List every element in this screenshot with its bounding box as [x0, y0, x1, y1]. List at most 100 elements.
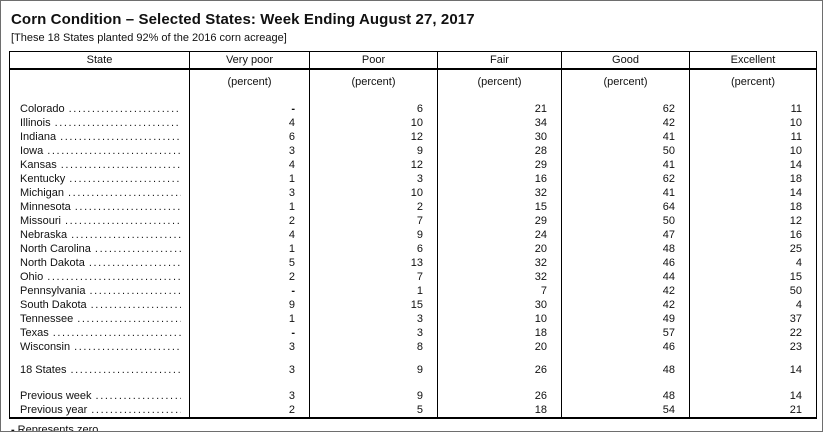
state-cell: [10, 354, 190, 363]
value-cell-fair: 18: [437, 326, 562, 340]
dot-leader: [89, 284, 181, 298]
footnote: - Represents zero.: [11, 424, 822, 432]
state-cell: North Dakota: [10, 256, 190, 270]
spacer-row: [10, 377, 817, 389]
value-cell-excellent: 14: [689, 186, 817, 200]
state-cell: Texas: [10, 326, 190, 340]
footnote-text: Represents zero.: [17, 424, 102, 432]
dot-leader: [53, 326, 181, 340]
value-cell-fair: 30: [437, 130, 562, 144]
value-cell-good: 48: [561, 242, 690, 256]
unit-cell: (percent): [561, 69, 690, 102]
value-cell-very-poor: 6: [189, 130, 310, 144]
state-cell: Colorado: [10, 102, 190, 116]
value-cell-very-poor: 1: [189, 200, 310, 214]
table-row: Kansas 4 12 29 41 14: [10, 158, 817, 172]
value-cell-fair: 29: [437, 214, 562, 228]
value-cell-fair: 15: [437, 200, 562, 214]
value-cell-very-poor: 2: [189, 403, 310, 418]
value-cell-fair: [437, 354, 562, 363]
state-label: Illinois: [20, 117, 51, 129]
state-label: Iowa: [20, 145, 44, 157]
value-cell-poor: 10: [309, 186, 438, 200]
value-cell-good: 57: [561, 326, 690, 340]
value-cell-fair: 7: [437, 284, 562, 298]
unit-cell: (percent): [437, 69, 562, 102]
value-cell-good: 42: [561, 116, 690, 130]
value-cell-good: 41: [561, 186, 690, 200]
value-cell-poor: 12: [309, 130, 438, 144]
value-cell-fair: 10: [437, 312, 562, 326]
value-cell-fair: 32: [437, 270, 562, 284]
value-cell-excellent: 25: [689, 242, 817, 256]
value-cell-excellent: 22: [689, 326, 817, 340]
state-cell: South Dakota: [10, 298, 190, 312]
state-cell: Nebraska: [10, 228, 190, 242]
state-label: Colorado: [20, 103, 65, 115]
dot-leader: [47, 270, 181, 284]
value-cell-poor: 6: [309, 102, 438, 116]
value-cell-excellent: 16: [689, 228, 817, 242]
value-cell-excellent: 23: [689, 340, 817, 354]
value-cell-very-poor: -: [189, 326, 310, 340]
dot-leader: [95, 242, 181, 256]
value-cell-excellent: 15: [689, 270, 817, 284]
spacer-row: [10, 354, 817, 363]
value-cell-fair: 26: [437, 389, 562, 403]
state-label: 18 States: [20, 364, 67, 376]
value-cell-good: 42: [561, 284, 690, 298]
table-row: Texas - 3 18 57 22: [10, 326, 817, 340]
table-row: Michigan 3 10 32 41 14: [10, 186, 817, 200]
value-cell-good: 49: [561, 312, 690, 326]
value-cell-poor: 3: [309, 312, 438, 326]
value-cell-good: 41: [561, 130, 690, 144]
table-row: Nebraska 4 9 24 47 16: [10, 228, 817, 242]
dot-leader: [68, 186, 181, 200]
state-cell: Illinois: [10, 116, 190, 130]
value-cell-very-poor: 3: [189, 186, 310, 200]
unit-row: (percent) (percent) (percent) (percent) …: [10, 69, 817, 102]
value-cell-very-poor: -: [189, 102, 310, 116]
state-label: Kansas: [20, 159, 57, 171]
dot-leader: [61, 158, 181, 172]
state-label: South Dakota: [20, 299, 87, 311]
state-label: Nebraska: [20, 229, 68, 241]
value-cell-very-poor: 1: [189, 242, 310, 256]
value-cell-excellent: 14: [689, 389, 817, 403]
table-row: North Dakota 5 13 32 46 4: [10, 256, 817, 270]
state-label: Indiana: [20, 131, 57, 143]
dot-leader: [91, 298, 181, 312]
table-row: Kentucky 1 3 16 62 18: [10, 172, 817, 186]
value-cell-good: 64: [561, 200, 690, 214]
column-header-fair: Fair: [437, 51, 562, 70]
state-label: Tennessee: [20, 313, 74, 325]
value-cell-poor: 12: [309, 158, 438, 172]
dot-leader: [91, 403, 181, 417]
value-cell-fair: [437, 377, 562, 389]
table-row: Missouri 2 7 29 50 12: [10, 214, 817, 228]
value-cell-excellent: 50: [689, 284, 817, 298]
value-cell-very-poor: 9: [189, 298, 310, 312]
unit-cell: (percent): [189, 69, 310, 102]
value-cell-excellent: 11: [689, 102, 817, 116]
value-cell-fair: 26: [437, 363, 562, 377]
table-row: Pennsylvania - 1 7 42 50: [10, 284, 817, 298]
dot-leader: [71, 228, 181, 242]
value-cell-good: 62: [561, 172, 690, 186]
value-cell-fair: 16: [437, 172, 562, 186]
value-cell-good: 48: [561, 363, 690, 377]
value-cell-excellent: 14: [689, 363, 817, 377]
table-row: Previous week 3 9 26 48 14: [10, 389, 817, 403]
value-cell-excellent: 14: [689, 158, 817, 172]
table-row: Wisconsin 3 8 20 46 23: [10, 340, 817, 354]
value-cell-poor: 5: [309, 403, 438, 418]
value-cell-fair: 29: [437, 158, 562, 172]
state-label: Pennsylvania: [20, 285, 86, 297]
value-cell-very-poor: 3: [189, 389, 310, 403]
column-header-state: State: [9, 51, 190, 70]
state-label: North Dakota: [20, 257, 85, 269]
value-cell-very-poor: 4: [189, 158, 310, 172]
value-cell-good: 48: [561, 389, 690, 403]
value-cell-fair: 20: [437, 340, 562, 354]
state-cell: Tennessee: [10, 312, 190, 326]
